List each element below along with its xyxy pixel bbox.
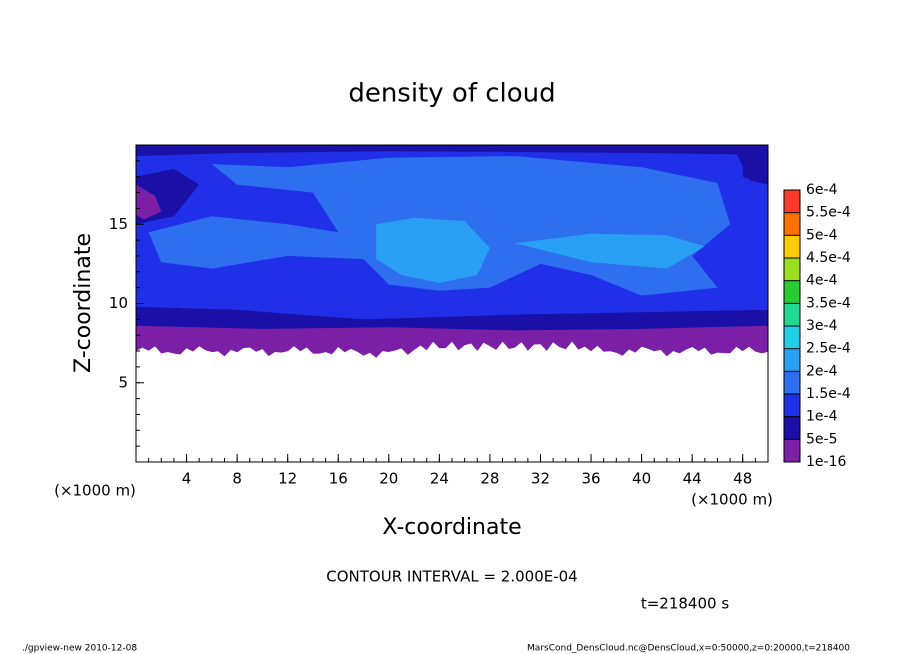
colorbar-band	[784, 235, 800, 258]
colorbar-label: 3.5e-4	[806, 295, 851, 311]
x-tick-label: 8	[232, 470, 242, 488]
colorbar-band	[784, 303, 800, 326]
colorbar-label: 3e-4	[806, 318, 838, 334]
y-tick-label: 5	[118, 373, 128, 391]
colorbar-label: 5.5e-4	[806, 205, 851, 221]
x-tick-label: 36	[581, 470, 600, 488]
x-tick-label: 32	[531, 470, 550, 488]
contour-region	[376, 217, 490, 283]
colorbar-label: 4.5e-4	[806, 250, 851, 266]
y-tick-label: 10	[109, 294, 128, 312]
colorbar-label: 1e-4	[806, 409, 838, 425]
colorbar-label: 2.5e-4	[806, 341, 851, 357]
x-tick-label: 16	[329, 470, 348, 488]
contour-region	[136, 184, 162, 220]
colorbar-band	[784, 416, 800, 440]
colorbar-band	[784, 348, 800, 372]
field	[136, 145, 768, 358]
contour-region	[515, 233, 705, 269]
colorbar-label: 5e-4	[806, 227, 838, 243]
x-tick-label: 28	[480, 470, 499, 488]
x-tick-label: 48	[733, 470, 752, 488]
x-tick-label: 4	[182, 470, 192, 488]
colorbar-band	[784, 280, 800, 304]
program-label: ./gpview-new 2010-12-08	[22, 644, 137, 654]
x-axis-label: X-coordinate	[382, 515, 521, 540]
colorbar-band	[784, 326, 800, 349]
colorbar-band	[784, 371, 800, 394]
colorbar-label: 1e-16	[806, 454, 846, 470]
contour-interval: CONTOUR INTERVAL = 2.000E-04	[326, 568, 577, 586]
x-tick-label: 24	[430, 470, 449, 488]
time-label: t=218400 s	[641, 595, 729, 613]
colorbar-band	[784, 439, 800, 462]
y-axis-label: Z-coordinate	[71, 233, 96, 373]
chart-title: density of cloud	[348, 79, 555, 109]
x-unit-label: (×1000 m)	[54, 482, 136, 500]
x-tick-label: 20	[379, 470, 398, 488]
colorbar-label: 6e-4	[806, 182, 838, 198]
colorbar-label: 1.5e-4	[806, 386, 851, 402]
y-tick-label: 15	[109, 215, 128, 233]
colorbar-band	[784, 212, 800, 236]
colorbar-label: 5e-5	[806, 431, 837, 447]
colorbar-band	[784, 190, 800, 213]
source-label: MarsCond_DensCloud.nc@DensCloud,x=0:5000…	[527, 644, 850, 654]
colorbar-label: 2e-4	[806, 363, 838, 379]
colorbar-band	[784, 394, 800, 417]
x-tick-label: 40	[632, 470, 651, 488]
colorbar-label: 4e-4	[806, 273, 838, 289]
x-tick-label: 44	[683, 470, 702, 488]
x-unit-label: (×1000 m)	[691, 491, 773, 509]
colorbar-band	[784, 258, 800, 281]
contour-region	[736, 152, 768, 185]
x-tick-label: 12	[278, 470, 297, 488]
